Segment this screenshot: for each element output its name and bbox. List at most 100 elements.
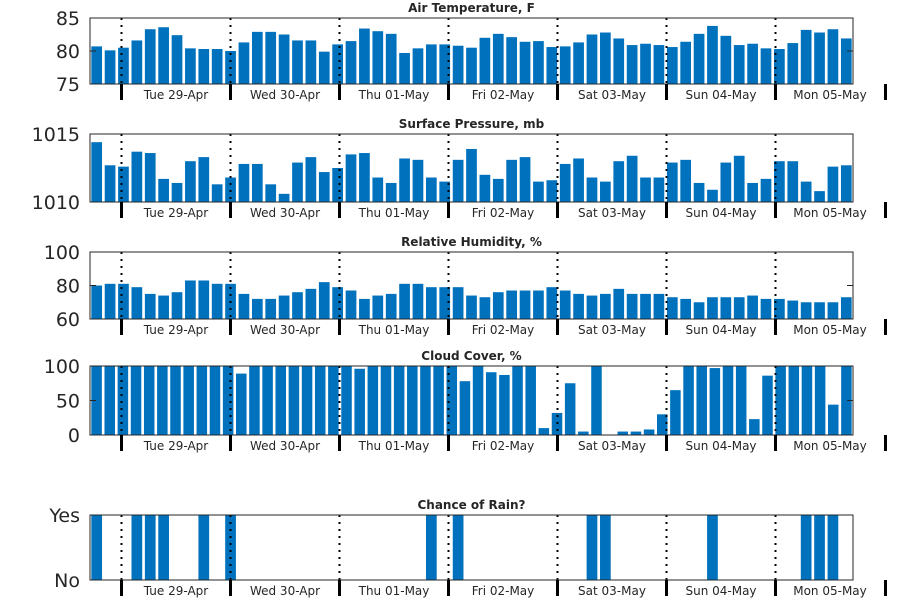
bar-39: [600, 181, 611, 202]
bar-22: [372, 295, 384, 319]
bar-4: [131, 287, 143, 319]
bar-22: [372, 31, 384, 84]
bar-31: [492, 178, 504, 202]
bar-52: [774, 161, 785, 202]
bar-45: [680, 298, 692, 319]
bar-32: [506, 159, 518, 202]
bar-21: [359, 298, 370, 319]
bar-20: [345, 290, 357, 319]
bar-51: [760, 298, 772, 319]
bar-32: [506, 290, 518, 319]
bar-6: [158, 515, 169, 580]
bar-55: [801, 366, 813, 435]
bar-29: [466, 148, 477, 202]
bar-6: [158, 27, 169, 85]
bar-4: [131, 40, 143, 84]
bar-15: [278, 34, 290, 84]
bar-46: [683, 366, 694, 435]
bar-18: [318, 172, 330, 202]
x-tick-label: Tue 29-Apr: [143, 206, 208, 220]
bar-24: [399, 158, 410, 202]
bar-44: [666, 297, 678, 319]
bar-19: [332, 168, 343, 202]
bar-55: [814, 515, 825, 580]
bar-40: [613, 161, 625, 202]
bar-47: [707, 189, 718, 202]
bar-28: [452, 287, 464, 319]
bar-8: [185, 280, 196, 319]
bar-25: [412, 283, 424, 319]
bar-6: [158, 295, 169, 319]
bar-32: [506, 37, 518, 84]
bar-29: [459, 381, 471, 435]
chart-panel-4: 0 50 100 Tue 29-Apr Wed 30-Apr Thu 01-May Fri …: [44, 349, 887, 453]
bar-26: [420, 366, 431, 435]
bar-54: [800, 29, 812, 85]
x-tick-label: Mon 05-May: [793, 88, 867, 102]
bar-6: [158, 178, 169, 202]
bar-56: [827, 166, 839, 202]
bar-10: [211, 49, 223, 84]
bar-47: [707, 515, 718, 580]
bar-12: [238, 293, 250, 320]
bar-12: [236, 373, 247, 435]
bar-2: [104, 283, 116, 319]
bar-14: [262, 366, 273, 435]
bar-21: [359, 153, 370, 202]
bar-42: [640, 293, 651, 320]
bar-56: [827, 515, 839, 580]
bar-54: [788, 366, 800, 435]
bar-31: [492, 33, 504, 84]
x-tick-label: Tue 29-Apr: [143, 439, 208, 453]
axes-frame: [89, 133, 854, 203]
bar-16: [292, 292, 303, 319]
bar-23: [385, 293, 397, 320]
bar-30: [479, 37, 491, 84]
bar-27: [439, 44, 451, 84]
bar-29: [466, 295, 477, 319]
bar-24: [393, 366, 405, 435]
bar-30: [479, 174, 491, 202]
bar-14: [265, 298, 277, 319]
bar-40: [613, 38, 625, 84]
bar-52: [774, 298, 785, 319]
bar-35: [538, 428, 550, 435]
bar-51: [760, 48, 772, 84]
y-tick-label: 100: [44, 356, 80, 378]
x-tick-label: Wed 30-Apr: [250, 584, 320, 598]
bar-41: [626, 45, 638, 84]
bar-11: [225, 177, 236, 202]
bar-56: [814, 366, 826, 435]
x-tick-label: Fri 02-May: [472, 439, 535, 453]
bar-20: [345, 154, 357, 202]
bar-9: [198, 280, 210, 319]
bar-30: [472, 366, 484, 435]
bar-45: [680, 159, 692, 202]
bar-47: [696, 366, 707, 435]
bar-14: [265, 31, 277, 84]
chart-title: Chance of Rain?: [417, 498, 525, 512]
bar-2: [104, 366, 115, 435]
bar-33: [519, 41, 531, 84]
bar-39: [600, 515, 611, 580]
bar-39: [600, 293, 611, 320]
x-tick-label: Tue 29-Apr: [143, 584, 208, 598]
bar-23: [385, 33, 397, 84]
bar-15: [278, 295, 290, 319]
bar-56: [827, 302, 839, 319]
bar-57: [840, 165, 852, 202]
bar-44: [656, 414, 668, 435]
y-tick-label: No: [54, 570, 80, 592]
x-tick-label: Fri 02-May: [472, 88, 535, 102]
bar-37: [573, 42, 584, 84]
bar-26: [425, 177, 437, 202]
y-tick-label: 80: [56, 41, 80, 63]
bar-35: [546, 180, 558, 202]
bar-20: [345, 41, 357, 84]
bar-1: [91, 515, 103, 580]
bar-15: [278, 193, 290, 202]
x-tick-label: Sat 03-May: [578, 323, 646, 337]
y-tick-label: 80: [56, 276, 80, 298]
bar-20: [341, 366, 352, 435]
bar-16: [288, 366, 300, 435]
